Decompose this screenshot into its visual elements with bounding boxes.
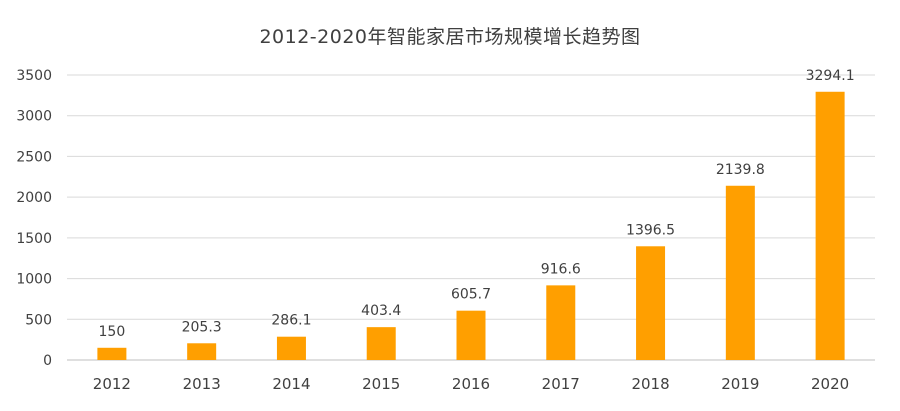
data-label: 2139.8 — [716, 162, 765, 178]
bars — [97, 91, 845, 360]
bar-2020 — [815, 91, 845, 360]
y-tick-label: 3500 — [16, 68, 52, 84]
data-label: 605.7 — [451, 287, 491, 303]
bar-2017 — [546, 285, 576, 360]
bar-2014 — [276, 336, 306, 360]
bar-2016 — [456, 310, 486, 360]
data-labels: 150 205.3 286.1 403.4 605.7 916.6 1396.5 2139.8… — [99, 68, 855, 340]
y-tick-label: 1500 — [16, 231, 52, 247]
y-tick-label: 0 — [43, 353, 52, 369]
data-label: 205.3 — [182, 319, 222, 335]
x-tick-label: 2017 — [542, 375, 580, 393]
chart-title: 2012-2020年智能家居市场规模增长趋势图 — [259, 26, 641, 48]
bar-2013 — [187, 343, 217, 360]
x-axis-ticks: 2012 2013 2014 2015 2016 2017 2018 2019 2020 — [93, 375, 849, 393]
x-tick-label: 2018 — [631, 375, 669, 393]
bar-2019 — [725, 185, 755, 360]
data-label: 150 — [99, 324, 126, 340]
y-tick-label: 2000 — [16, 190, 52, 206]
y-tick-label: 500 — [25, 312, 52, 328]
data-label: 286.1 — [271, 313, 311, 329]
bar-2015 — [366, 327, 396, 360]
x-tick-label: 2015 — [362, 375, 400, 393]
x-tick-label: 2014 — [272, 375, 310, 393]
y-tick-label: 3000 — [16, 109, 52, 125]
x-tick-label: 2013 — [183, 375, 221, 393]
bar-2018 — [636, 246, 666, 360]
x-tick-label: 2012 — [93, 375, 131, 393]
data-label: 916.6 — [541, 261, 581, 277]
y-tick-label: 2500 — [16, 149, 52, 165]
y-tick-label: 1000 — [16, 272, 52, 288]
x-tick-label: 2020 — [811, 375, 849, 393]
bar-2012 — [97, 347, 127, 360]
y-axis-ticks: 0 500 1000 1500 2000 2500 3000 3500 — [16, 68, 52, 369]
x-tick-label: 2016 — [452, 375, 490, 393]
x-tick-label: 2019 — [721, 375, 759, 393]
data-label: 3294.1 — [806, 68, 855, 84]
data-label: 1396.5 — [626, 222, 675, 238]
data-label: 403.4 — [361, 303, 401, 319]
